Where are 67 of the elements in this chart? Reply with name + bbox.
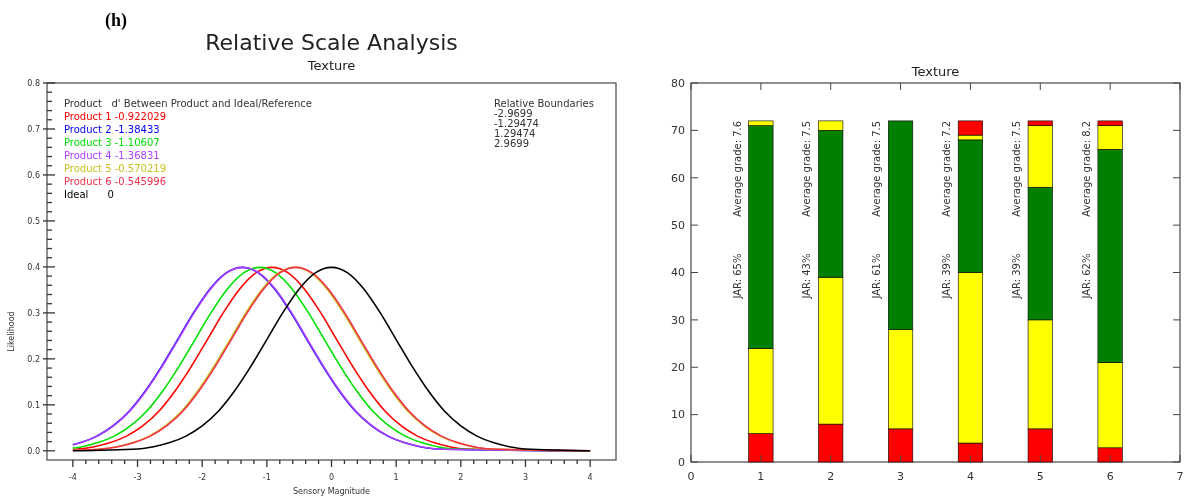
annotation: 1.29474: [494, 128, 536, 139]
y-tick-label: 50: [671, 218, 685, 232]
y-tick-label: 70: [671, 124, 685, 138]
annotation: Average grade: 7.5: [871, 120, 883, 217]
x-tick-label: 2: [827, 470, 835, 483]
annotation: JAR: 62%: [1080, 253, 1092, 300]
line-series: [72, 266, 591, 452]
y-tick-label: 30: [671, 313, 685, 327]
text: Product 3 -1.10607: [64, 137, 160, 148]
annotation: Average grade: 8.2: [1080, 120, 1092, 217]
y-tick-label: 0.1: [27, 400, 40, 410]
text: (h): [105, 10, 127, 31]
x-tick-label: 2: [458, 473, 464, 482]
annotation: Average grade: 7.6: [731, 120, 743, 217]
text: Product 5 -0.570219: [64, 163, 167, 174]
annotation: Average grade: 7.2: [941, 120, 953, 217]
y-tick-label: 80: [671, 76, 685, 90]
text: Product 2 -1.38433: [64, 124, 160, 135]
y-tick-label: 0.3: [27, 308, 40, 318]
y-tick-label: 0.5: [27, 216, 40, 226]
x-tick-label: 1: [757, 470, 765, 483]
x-tick-label: 3: [897, 470, 905, 483]
x-tick-label: 4: [966, 470, 974, 483]
y-tick-label: 0.6: [27, 170, 40, 180]
x-tick-label: 5: [1036, 470, 1044, 483]
x-tick-label: -2: [198, 473, 207, 482]
annotation: Average grade: 7.5: [801, 120, 813, 217]
annotation: Relative Boundaries: [494, 98, 594, 109]
y-axis-title: Likelihood: [7, 311, 16, 352]
annotation: 2.9699: [494, 138, 529, 149]
x-tick-label: 0: [687, 470, 695, 483]
text: Product 6 -0.545996: [64, 176, 167, 187]
y-tick-label: 0: [678, 455, 685, 469]
text: Ideal 0: [64, 189, 114, 200]
annotation: JAR: 65%: [731, 253, 743, 300]
chart-title: Texture: [910, 64, 960, 79]
y-tick-label: 20: [671, 361, 685, 375]
x-tick-label: 0: [328, 473, 335, 482]
annotation: JAR: 61%: [871, 253, 883, 300]
y-tick-label: 40: [671, 266, 685, 280]
y-tick-label: 60: [671, 171, 685, 185]
annotation: JAR: 39%: [941, 253, 953, 300]
y-tick-label: 0.0: [27, 446, 40, 456]
x-tick-label: -4: [68, 473, 77, 482]
annotation: JAR: 43%: [801, 253, 813, 300]
y-tick-label: 10: [671, 408, 685, 422]
x-tick-label: 6: [1106, 470, 1114, 483]
y-tick-label: 0.2: [27, 354, 40, 364]
x-tick-label: 4: [587, 473, 593, 482]
legend-title: Product d' Between Product and Ideal/Reference: [64, 98, 312, 109]
x-tick-label: 3: [522, 473, 529, 482]
annotation: Average grade: 7.5: [1011, 120, 1023, 217]
annotation: -2.9699: [494, 108, 533, 119]
y-tick-label: 0.8: [27, 78, 40, 88]
x-tick-label: -3: [133, 473, 142, 482]
annotation: -1.29474: [494, 118, 539, 129]
x-tick-label: -1: [262, 473, 271, 482]
annotation: JAR: 39%: [1011, 253, 1023, 300]
y-tick-label: 0.7: [27, 124, 40, 134]
text: Product 4 -1.36831: [64, 150, 160, 161]
chart-title: Relative Scale Analysis: [205, 30, 458, 55]
y-tick-label: 0.4: [27, 262, 40, 272]
text: Product 1 -0.922029: [64, 111, 167, 122]
x-tick-label: 1: [393, 473, 399, 482]
x-tick-label: 7: [1176, 470, 1184, 483]
x-axis-title: Sensory Magnitude: [292, 487, 371, 496]
chart-subtitle: Texture: [306, 58, 356, 73]
